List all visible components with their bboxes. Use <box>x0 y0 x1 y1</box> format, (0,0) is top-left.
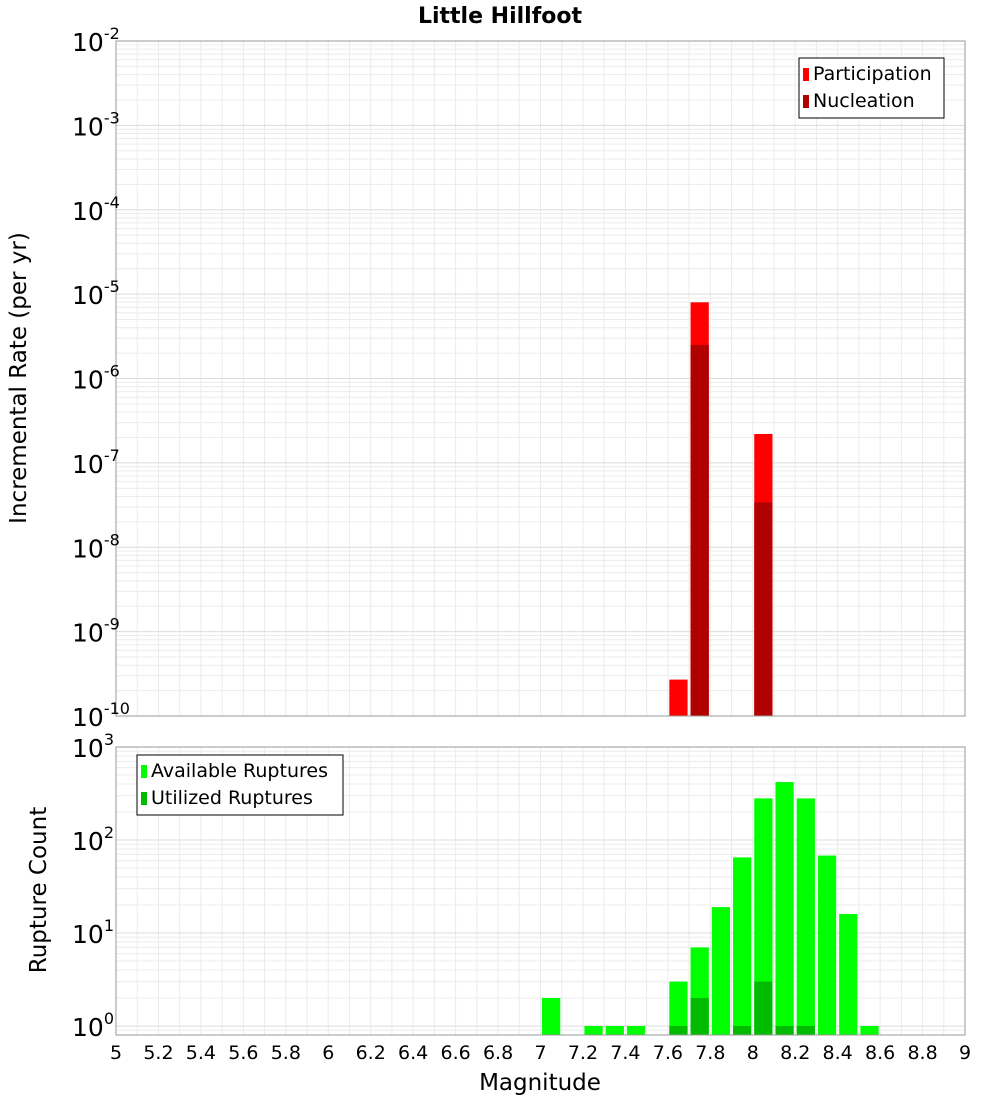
count-bar-available-ruptures <box>754 798 773 1035</box>
x-tick-label: 8.8 <box>907 1042 937 1064</box>
x-tick-label: 5.8 <box>271 1042 301 1064</box>
x-tick-label: 9 <box>959 1042 971 1064</box>
x-tick-label: 5.6 <box>228 1042 258 1064</box>
rate-y-tick-label: 10-7 <box>72 446 120 479</box>
count-bar-available-ruptures <box>733 857 752 1035</box>
x-tick-label: 7.2 <box>568 1042 598 1064</box>
count-bar-available-ruptures <box>839 914 858 1035</box>
x-tick-label: 5 <box>110 1042 122 1064</box>
rate-y-tick-label: 10-10 <box>72 699 130 732</box>
count-bar-available-ruptures <box>542 997 561 1035</box>
x-tick-label: 5.4 <box>186 1042 216 1064</box>
count-bar-utilized-ruptures <box>690 997 709 1035</box>
rate-y-tick-label: 10-2 <box>72 24 120 57</box>
x-tick-label: 8.2 <box>780 1042 810 1064</box>
count-bar-available-ruptures <box>584 1025 603 1035</box>
x-tick-label: 7.6 <box>653 1042 683 1064</box>
rate-plot-frame <box>115 40 966 717</box>
x-tick-label: 6.8 <box>483 1042 513 1064</box>
count-bar-available-ruptures <box>860 1025 879 1035</box>
count-bar-utilized-ruptures <box>775 1025 794 1035</box>
count-bar-utilized-ruptures <box>796 1025 815 1035</box>
count-legend-label: Utilized Ruptures <box>151 787 313 809</box>
rate-bar-nucleation <box>754 502 773 716</box>
count-bar-available-ruptures <box>796 798 815 1035</box>
count-bar-utilized-ruptures <box>754 981 773 1035</box>
count-plot-frame <box>115 746 966 1036</box>
rate-y-tick-label: 10-3 <box>72 108 120 141</box>
count-plot-panel: 103 102 101 100 Available Ruptures Utilized R… <box>72 730 971 1064</box>
x-tick-label: 7.8 <box>695 1042 725 1064</box>
rate-legend-label: Participation <box>813 63 932 85</box>
count-legend-label: Available Ruptures <box>151 760 328 782</box>
count-bar-available-ruptures <box>626 1025 646 1035</box>
count-bar-utilized-ruptures <box>669 1025 688 1035</box>
count-bar-available-ruptures <box>605 1025 624 1035</box>
rate-legend-label: Nucleation <box>813 90 915 112</box>
x-tick-label: 6 <box>322 1042 334 1064</box>
rate-y-tick-label: 10-5 <box>72 277 120 310</box>
x-tick-label: 6.4 <box>398 1042 428 1064</box>
rate-y-tick-label: 10-4 <box>72 193 120 226</box>
x-tick-label: 7 <box>534 1042 546 1064</box>
rate-bar-participation <box>669 679 688 716</box>
rate-legend-swatch <box>803 68 809 81</box>
rate-legend: Participation Nucleation <box>798 57 945 119</box>
rate-y-tick-label: 10-9 <box>72 615 120 648</box>
rate-y-tick-label: 10-6 <box>72 362 120 395</box>
x-axis-label: Magnitude <box>479 1070 601 1096</box>
count-y-tick-label: 100 <box>72 1009 114 1042</box>
x-tick-label: 8 <box>747 1042 759 1064</box>
top-y-axis-label: Incremental Rate (per yr) <box>6 232 32 524</box>
rate-bar-nucleation <box>690 344 709 716</box>
rate-plot-panel: 10-2 10-3 10-4 10-5 10-6 10-7 10-8 10-9 10-10 Par… <box>72 24 966 732</box>
x-tick-label: 6.6 <box>440 1042 470 1064</box>
chart-title: Little Hillfoot <box>418 4 583 29</box>
count-y-tick-label: 102 <box>72 823 114 856</box>
count-bar-utilized-ruptures <box>733 1025 752 1035</box>
count-legend-box <box>136 754 344 816</box>
count-bar-available-ruptures <box>817 855 837 1035</box>
x-tick-label: 6.2 <box>356 1042 386 1064</box>
x-tick-label: 8.4 <box>823 1042 853 1064</box>
rate-legend-box <box>798 57 945 119</box>
rate-legend-swatch <box>803 95 809 108</box>
count-legend-swatch <box>141 765 147 778</box>
count-legend-swatch <box>141 792 147 805</box>
count-y-tick-label: 103 <box>72 730 114 763</box>
count-bar-available-ruptures <box>669 981 688 1035</box>
count-bar-available-ruptures <box>711 907 731 1035</box>
x-tick-label: 7.4 <box>610 1042 640 1064</box>
rate-y-tick-label: 10-8 <box>72 530 120 563</box>
count-y-tick-label: 101 <box>72 916 114 949</box>
bottom-y-axis-label: Rupture Count <box>26 807 52 973</box>
count-legend: Available Ruptures Utilized Ruptures <box>136 754 344 816</box>
x-tick-label: 5.2 <box>143 1042 173 1064</box>
x-tick-label: 8.6 <box>865 1042 895 1064</box>
count-bar-available-ruptures <box>775 782 794 1035</box>
